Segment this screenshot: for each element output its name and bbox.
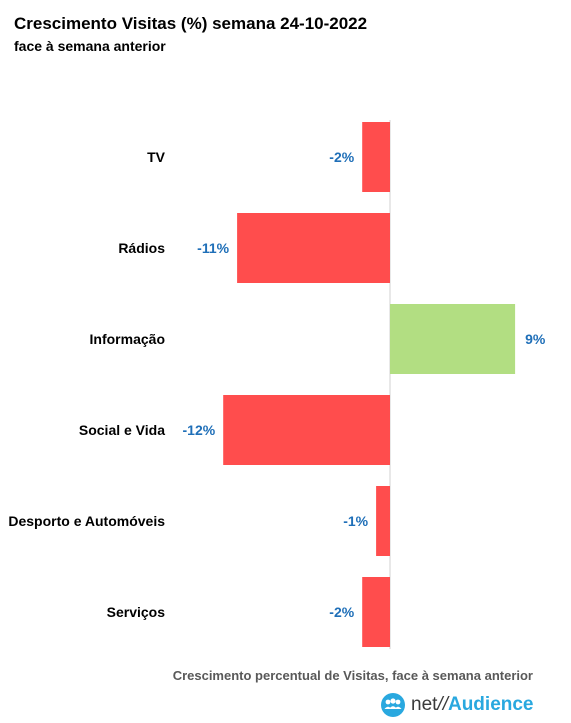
value-label-tv: -2% bbox=[329, 149, 354, 165]
bar-informacao bbox=[390, 304, 516, 374]
chart-title: Crescimento Visitas (%) semana 24-10-202… bbox=[14, 14, 368, 33]
category-label-radios: Rádios bbox=[118, 240, 165, 256]
x-axis-label: Crescimento percentual de Visitas, face … bbox=[172, 668, 533, 683]
category-label-informacao: Informação bbox=[90, 331, 165, 347]
value-label-informacao: 9% bbox=[525, 331, 546, 347]
category-label-social-e-vida: Social e Vida bbox=[79, 422, 165, 438]
logo-text-net: net bbox=[411, 694, 438, 715]
bar-social-e-vida bbox=[223, 395, 390, 465]
category-label-servicos: Serviços bbox=[107, 604, 166, 620]
value-label-servicos: -2% bbox=[329, 604, 354, 620]
netaudience-logo-icon bbox=[381, 693, 405, 717]
bar-desporto-e-automoveis bbox=[376, 486, 390, 556]
category-label-desporto-e-automoveis: Desporto e Automóveis bbox=[8, 513, 165, 529]
bar-tv bbox=[362, 122, 390, 192]
logo-text-audience: Audience bbox=[447, 694, 534, 715]
category-label-tv: TV bbox=[147, 149, 166, 165]
value-label-radios: -11% bbox=[197, 240, 229, 256]
chart-subtitle: face à semana anterior bbox=[14, 38, 166, 54]
value-label-social-e-vida: -12% bbox=[183, 422, 216, 438]
value-label-desporto-e-automoveis: -1% bbox=[343, 513, 368, 529]
netaudience-logo: net//Audience bbox=[380, 692, 560, 718]
bar-servicos bbox=[362, 577, 390, 647]
bar-radios bbox=[237, 213, 390, 283]
logo-text-slash: // bbox=[437, 694, 448, 715]
